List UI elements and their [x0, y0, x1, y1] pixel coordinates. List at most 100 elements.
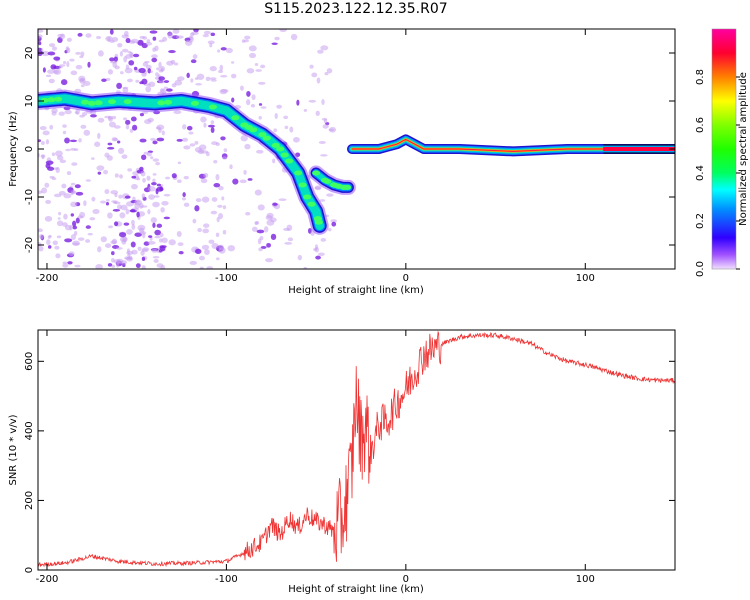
spectrogram-noise-blob	[172, 29, 180, 34]
spectrogram-noise-blob	[162, 36, 168, 42]
spectrogram-noise-blob	[321, 99, 325, 105]
spectrogram-noise-blob	[284, 242, 293, 245]
snr-series-line	[38, 330, 675, 568]
spectrogram-noise-blob	[111, 200, 118, 203]
spectrogram-noise-blob	[210, 210, 218, 215]
spectrogram-noise-blob	[69, 224, 73, 231]
snr-panel: -200 -100 0 100 0 200 400 600 Height of straig…	[8, 329, 676, 595]
spectrogram-noise-blob	[53, 193, 62, 198]
spectrogram-peak-blob	[164, 99, 173, 105]
spectrogram-noise-blob	[141, 265, 146, 269]
spectrogram-noise-blob	[122, 48, 129, 53]
spectrogram-noise-blob	[52, 240, 58, 246]
spectrogram-noise-blob	[54, 245, 60, 250]
spectrogram-noise-blob	[210, 79, 217, 82]
spectrogram-noise-blob	[70, 234, 76, 241]
spectrogram-main-band	[351, 138, 675, 152]
spectrogram-noise-blob	[110, 61, 118, 64]
spectrogram-noise-blob	[139, 227, 145, 234]
spectrogram-noise-blob	[151, 181, 157, 186]
spectrogram-noise-blob	[309, 64, 314, 69]
spectrogram-noise-blob	[243, 170, 247, 175]
spectrogram-noise-blob	[38, 228, 43, 233]
spectrogram-noise-blob	[331, 221, 337, 227]
spectrogram-noise-blob	[107, 142, 113, 146]
spectrogram-peak-blob	[280, 152, 289, 158]
spectrogram-noise-blob	[182, 192, 186, 198]
spectrogram-noise-blob	[176, 76, 185, 81]
spectrogram-y-ticks: -20 -10 0 10 20	[24, 47, 675, 253]
spectrogram-noise-blob	[129, 128, 134, 133]
spectrogram-noise-blob	[287, 237, 294, 242]
spectrogram-noise-blob	[186, 72, 190, 79]
spectrogram-noise-blob	[85, 239, 91, 243]
spectrogram-noise-blob	[174, 79, 183, 86]
spectrogram-noise-blob	[168, 239, 176, 246]
spectrogram-noise-blob	[215, 257, 220, 261]
spectrogram-y-axis-label: Frequency (Hz)	[8, 111, 19, 187]
spectrogram-noise-blob	[151, 57, 158, 63]
spectrogram-noise-blob	[96, 35, 102, 40]
spectrogram-noise-blob	[55, 150, 63, 157]
spectrogram-noise-blob	[161, 130, 165, 136]
spectrogram-noise-blob	[211, 141, 218, 146]
spectrogram-noise-blob	[38, 246, 44, 252]
spectrogram-noise-blob	[220, 88, 229, 93]
spectrogram-noise-blob	[256, 229, 265, 234]
spectrogram-peak-blob	[271, 142, 280, 148]
spectrogram-noise-blob	[274, 113, 278, 120]
spectrogram-noise-blob	[137, 246, 142, 251]
spectrogram-noise-blob	[80, 51, 85, 57]
spectrogram-noise-blob	[206, 266, 213, 269]
spectrogram-noise-blob	[149, 30, 158, 34]
snr-x-axis-label: Height of straight line (km)	[288, 584, 424, 595]
spectrogram-noise-blob	[232, 178, 239, 185]
spectrogram-noise-blob	[200, 116, 207, 123]
spectrogram-noise-blob	[38, 139, 41, 143]
spectrogram-noise-blob	[85, 225, 91, 229]
spectrogram-noise-blob	[152, 201, 160, 208]
spectrogram-noise-blob	[189, 260, 197, 265]
spectrogram-noise-blob	[130, 209, 136, 213]
spectrogram-noise-blob	[107, 36, 111, 43]
spectrogram-noise-blob	[85, 179, 92, 182]
spectrogram-noise-blob	[38, 29, 44, 33]
spectrogram-noise-blob	[70, 201, 78, 208]
spectrogram-noise-blob	[38, 190, 43, 194]
spectrogram-noise-blob	[51, 46, 58, 51]
spectrogram-noise-blob	[55, 166, 60, 174]
spectrogram-noise-blob	[113, 259, 121, 264]
spectrogram-noise-blob	[272, 158, 276, 164]
spectrogram-noise-blob	[38, 242, 42, 247]
spectrogram-noise-blob	[276, 104, 282, 109]
spectrogram-noise-blob	[311, 72, 318, 78]
spectrogram-noise-blob	[108, 116, 114, 122]
spectrogram-noise-blob	[246, 68, 255, 74]
snr-frame	[37, 329, 676, 571]
spectrogram-peak-blob	[81, 99, 90, 105]
spectrogram-noise-blob	[246, 90, 251, 97]
spectrogram-peak-blob	[258, 132, 267, 138]
spectrogram-noise-blob	[323, 118, 328, 124]
spectrogram-noise-blob	[111, 37, 119, 42]
spectrogram-noise-blob	[219, 64, 224, 71]
spectrogram-noise-blob	[203, 30, 211, 35]
x-tick-label: -200	[36, 273, 59, 284]
x-tick-label: 0	[403, 273, 409, 284]
spectrogram-noise-blob	[247, 178, 253, 181]
spectrogram-noise-blob	[121, 239, 127, 245]
spectrogram-noise-blob	[303, 266, 308, 269]
spectrogram-noise-blob	[127, 78, 133, 83]
spectrogram-noise-blob	[217, 49, 221, 53]
spectrogram-noise-blob	[71, 162, 78, 166]
spectrogram-noise-blob	[119, 232, 127, 238]
spectrogram-noise-blob	[229, 164, 233, 170]
spectrogram-noise-blob	[195, 248, 202, 254]
spectrogram-noise-blob	[45, 199, 52, 204]
spectrogram-noise-blob	[190, 78, 194, 83]
spectrogram-noise-blob	[75, 51, 81, 55]
spectrogram-noise-blob	[113, 56, 118, 62]
spectrogram-noise-blob	[168, 50, 176, 54]
spectrogram-noise-blob	[63, 60, 67, 65]
spectrogram-noise-blob	[128, 255, 133, 260]
